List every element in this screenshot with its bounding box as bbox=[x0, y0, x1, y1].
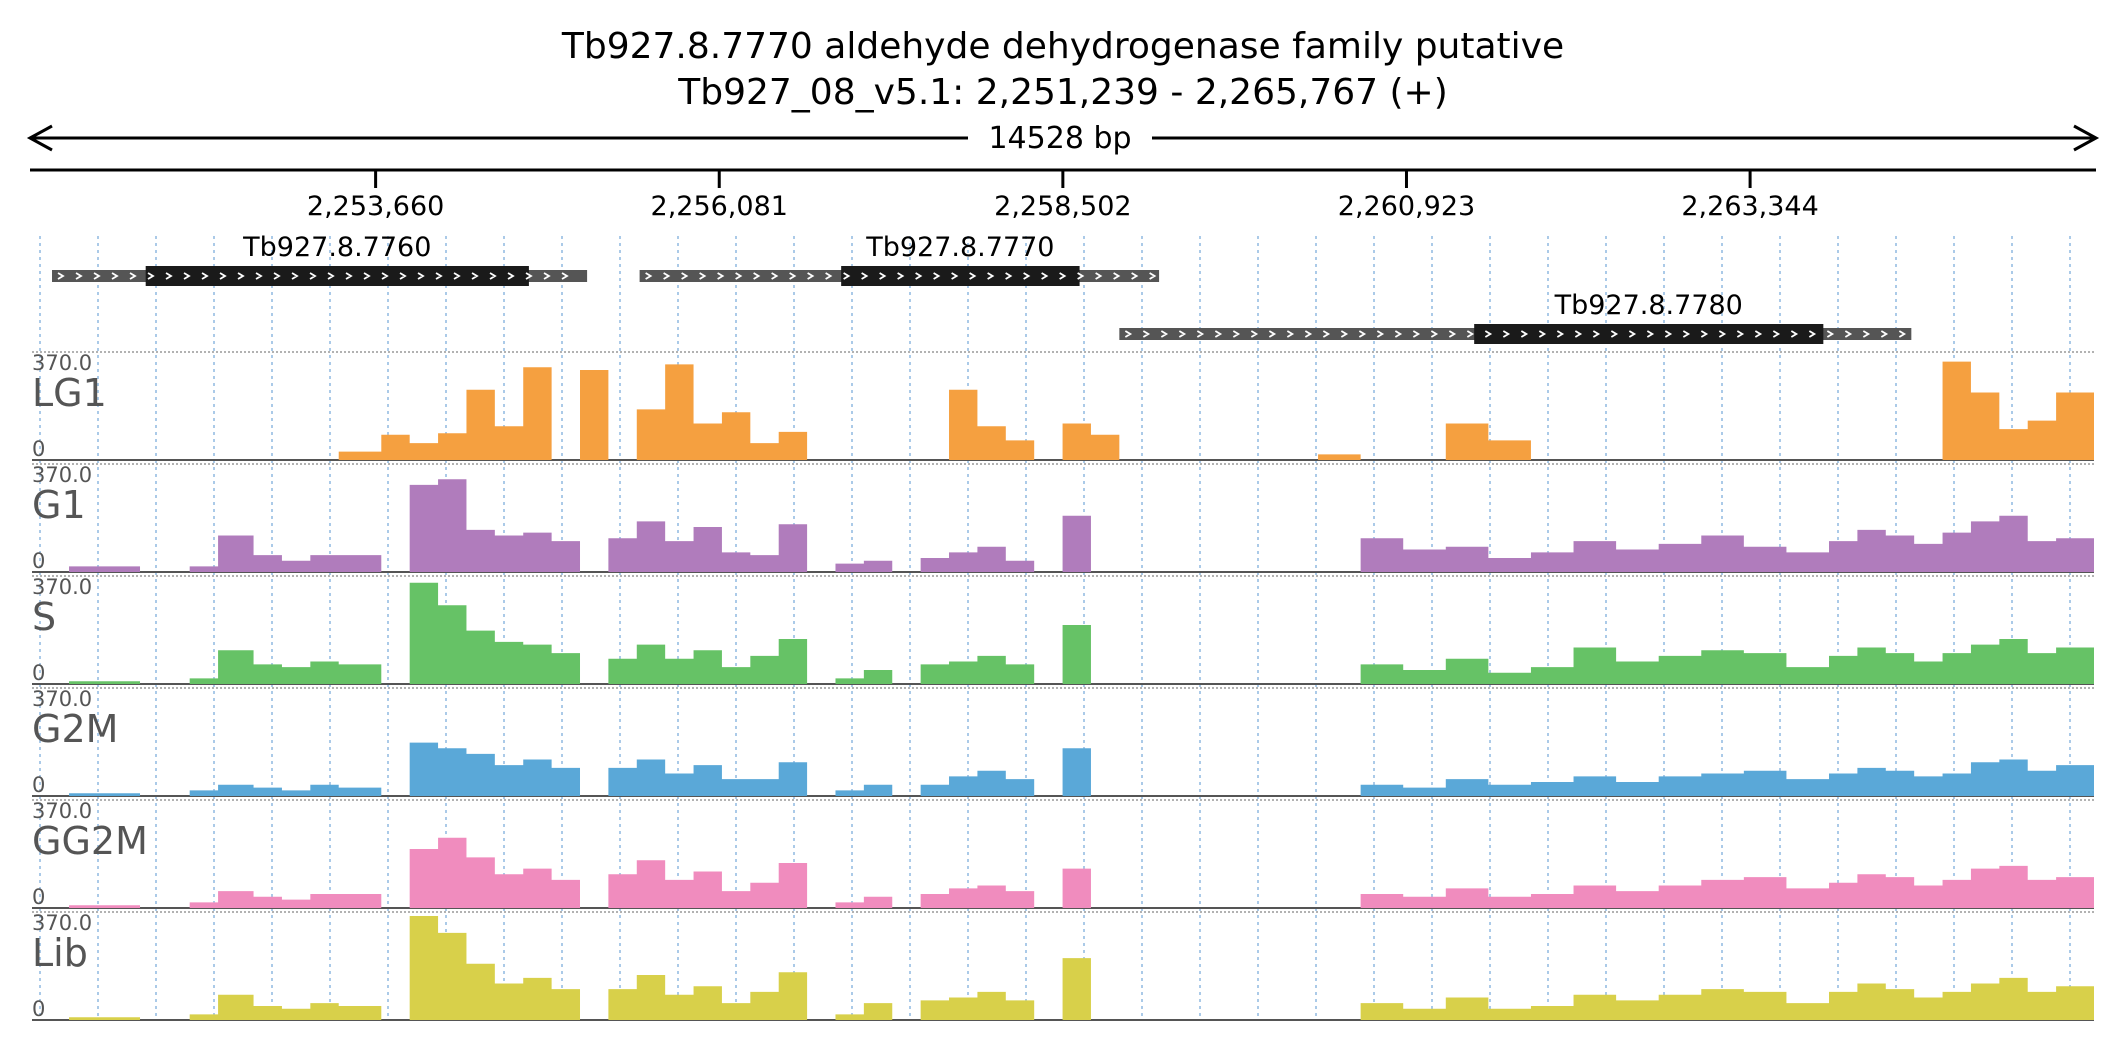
track-ymin-label-0: 0 bbox=[32, 437, 45, 461]
x-tick-label-3: 2,260,923 bbox=[1338, 191, 1475, 222]
track-ymax-label-3: 370.0 bbox=[32, 687, 92, 711]
x-tick-label-4: 2,263,344 bbox=[1681, 191, 1818, 222]
x-tick-label-1: 2,256,081 bbox=[651, 191, 788, 222]
track-ymax-label-5: 370.0 bbox=[32, 911, 92, 935]
span-arrow-right-head bbox=[2073, 124, 2100, 152]
chart-title: Tb927.8.7770 aldehyde dehydrogenase fami… bbox=[561, 26, 1564, 67]
span-arrow-left-head bbox=[26, 124, 53, 152]
x-tick-label-2: 2,258,502 bbox=[994, 191, 1131, 222]
track-ymax-label-0: 370.0 bbox=[32, 351, 92, 375]
track-ymax-label-4: 370.0 bbox=[32, 799, 92, 823]
track-ymin-label-2: 0 bbox=[32, 661, 45, 685]
track-name-1: G1 bbox=[32, 483, 86, 527]
gene-label-1: Tb927.8.7770 bbox=[865, 232, 1054, 263]
track-ymin-label-3: 0 bbox=[32, 773, 45, 797]
track-ymin-label-5: 0 bbox=[32, 997, 45, 1021]
span-label: 14528 bp bbox=[988, 121, 1131, 156]
gene-label-2: Tb927.8.7780 bbox=[1554, 290, 1743, 321]
track-name-4: GG2M bbox=[32, 819, 148, 863]
track-name-2: S bbox=[32, 595, 56, 639]
gene-cds-0 bbox=[145, 266, 529, 286]
track-area-Lib bbox=[32, 916, 2094, 1020]
track-area-S bbox=[32, 582, 2094, 684]
track-area-G1 bbox=[32, 479, 2094, 572]
gene-cds-2 bbox=[1474, 324, 1824, 344]
x-axis-ticks: 2,253,660 2,256,081 2,258,502 2,260,923 2,26… bbox=[307, 170, 1819, 222]
gene-strand-arrows-2 bbox=[1124, 330, 1907, 338]
track-ymax-label-1: 370.0 bbox=[32, 463, 92, 487]
gene-strand-arrows-1 bbox=[645, 272, 1157, 280]
track-ymin-label-4: 0 bbox=[32, 885, 45, 909]
track-area-LG1 bbox=[32, 361, 2094, 460]
gene-strand-arrows-0 bbox=[57, 272, 569, 280]
coverage-tracks: 370.00LG1370.00G1370.00S370.00G2M370.00G… bbox=[32, 351, 2094, 1021]
span-indicator: 14528 bp bbox=[26, 121, 2100, 156]
gene-track: Tb927.8.7760 Tb927.8.7770 Tb927.8.7780 bbox=[52, 232, 1912, 344]
gene-cds-1 bbox=[841, 266, 1080, 286]
track-ymin-label-1: 0 bbox=[32, 549, 45, 573]
track-name-3: G2M bbox=[32, 707, 118, 751]
track-name-0: LG1 bbox=[32, 371, 107, 415]
track-area-GG2M bbox=[32, 837, 2094, 908]
gene-label-0: Tb927.8.7760 bbox=[242, 232, 431, 263]
track-area-G2M bbox=[32, 742, 2094, 796]
x-tick-label-0: 2,253,660 bbox=[307, 191, 444, 222]
chart-subtitle: Tb927_08_v5.1: 2,251,239 - 2,265,767 (+) bbox=[677, 72, 1448, 113]
track-ymax-label-2: 370.0 bbox=[32, 575, 92, 599]
track-name-5: Lib bbox=[32, 931, 88, 975]
